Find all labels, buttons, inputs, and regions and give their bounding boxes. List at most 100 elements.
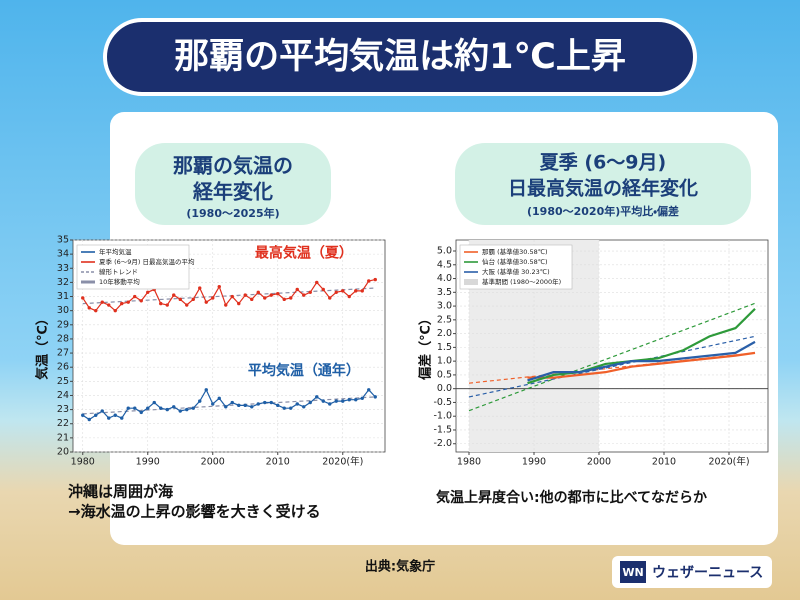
legend-label: 那覇 (基準値30.58℃) (482, 247, 548, 256)
legend-label: 大阪 (基準値 30.23℃) (482, 267, 550, 276)
header-title: 那覇の平均気温は約1℃上昇 (174, 37, 626, 77)
point (256, 290, 260, 294)
point (133, 294, 137, 299)
point (165, 303, 169, 307)
point (276, 403, 280, 408)
header-pill (103, 18, 697, 96)
point (373, 277, 377, 282)
y-tick-label: 31 (57, 291, 69, 302)
y-tick-label: 0.5 (437, 369, 452, 380)
point (94, 413, 98, 417)
point (172, 293, 176, 297)
point (282, 406, 286, 410)
point (133, 406, 137, 410)
point (94, 308, 98, 313)
x-tick-label: 2010 (652, 457, 676, 468)
point (289, 406, 293, 410)
y-tick-label: 2.0 (437, 328, 452, 339)
point (302, 405, 306, 409)
chart-subtitle: (1980〜2025年) (186, 206, 279, 220)
point (217, 396, 221, 400)
chart-title: 夏季 (6〜9月) (540, 152, 666, 174)
point (250, 297, 254, 302)
y-tick-label: -1.0 (433, 411, 452, 422)
point (120, 416, 124, 420)
point (198, 399, 202, 403)
point (230, 400, 234, 405)
x-tick-label: 1980 (71, 457, 95, 468)
series-line (82, 388, 376, 421)
point (159, 301, 163, 306)
point (113, 308, 117, 313)
y-tick-label: 25 (57, 376, 69, 387)
chart-title: 日最高気温の経年変化 (508, 177, 698, 200)
point (367, 388, 371, 392)
y-tick-label: 28 (57, 333, 69, 344)
y-axis-label: 偏差（℃） (418, 312, 434, 381)
y-tick-label: 34 (57, 249, 69, 260)
x-tick-label: 2020(年) (708, 456, 749, 468)
point (87, 417, 91, 422)
y-tick-label: 4.5 (437, 259, 452, 270)
point (308, 290, 312, 294)
y-tick-label: 3.5 (437, 287, 452, 298)
legend-box (459, 244, 573, 290)
x-tick-label: 1990 (522, 457, 546, 468)
y-tick-label: 5.0 (437, 246, 452, 257)
y-tick-label: 22 (57, 418, 69, 429)
y-tick-label: 3.0 (437, 301, 452, 312)
y-tick-label: 1.0 (437, 356, 452, 367)
point (185, 407, 189, 412)
point (185, 303, 189, 307)
x-tick-label: 2000 (587, 457, 611, 468)
y-tick-label: -2.0 (433, 438, 452, 449)
y-tick-label: 1.5 (437, 342, 452, 353)
point (237, 301, 241, 306)
point (347, 294, 351, 299)
legend-label: 10年移動平均 (99, 277, 140, 286)
y-tick-label: -0.5 (433, 397, 452, 408)
y-tick-label: 23 (57, 404, 69, 415)
point (360, 289, 364, 293)
point (107, 303, 111, 307)
point (269, 400, 273, 405)
point (334, 399, 338, 403)
note: 気温上昇度合い:他の都市に比べてなだらか (436, 489, 707, 506)
trend-line (468, 302, 756, 412)
point (269, 293, 273, 297)
legend-label: 線形トレンド (99, 267, 138, 276)
x-tick-label: 2020(年) (322, 456, 363, 468)
title-bubble (455, 143, 751, 225)
point (282, 297, 286, 302)
point (146, 406, 150, 410)
point (237, 403, 241, 408)
annotation: 平均気温（通年） (248, 362, 360, 379)
point (250, 405, 254, 409)
legend-label: 年平均気温 (99, 247, 132, 256)
point (341, 399, 345, 403)
x-tick-label: 1980 (457, 457, 481, 468)
point (334, 290, 338, 294)
legend-label: 夏季 (6〜9月) 日最高気温の平均 (99, 257, 195, 266)
point (139, 299, 143, 303)
y-tick-label: 27 (57, 348, 69, 359)
point (191, 297, 195, 302)
annotation: 最高気温（夏） (255, 245, 353, 262)
point (367, 279, 371, 283)
point (172, 405, 176, 409)
point (276, 292, 280, 296)
y-axis-label: 気温（℃） (35, 312, 51, 380)
point (146, 290, 150, 294)
x-tick-label: 1990 (136, 457, 160, 468)
chart-title: 那覇の気温の (173, 154, 293, 178)
point (373, 395, 377, 399)
point (321, 399, 325, 403)
point (178, 409, 182, 413)
point (321, 287, 325, 292)
chart-title: 経年変化 (192, 180, 273, 204)
y-tick-label: 20 (57, 447, 69, 458)
source: 出典:気象庁 (365, 559, 435, 575)
x-tick-label: 2000 (201, 457, 225, 468)
point (295, 287, 299, 292)
